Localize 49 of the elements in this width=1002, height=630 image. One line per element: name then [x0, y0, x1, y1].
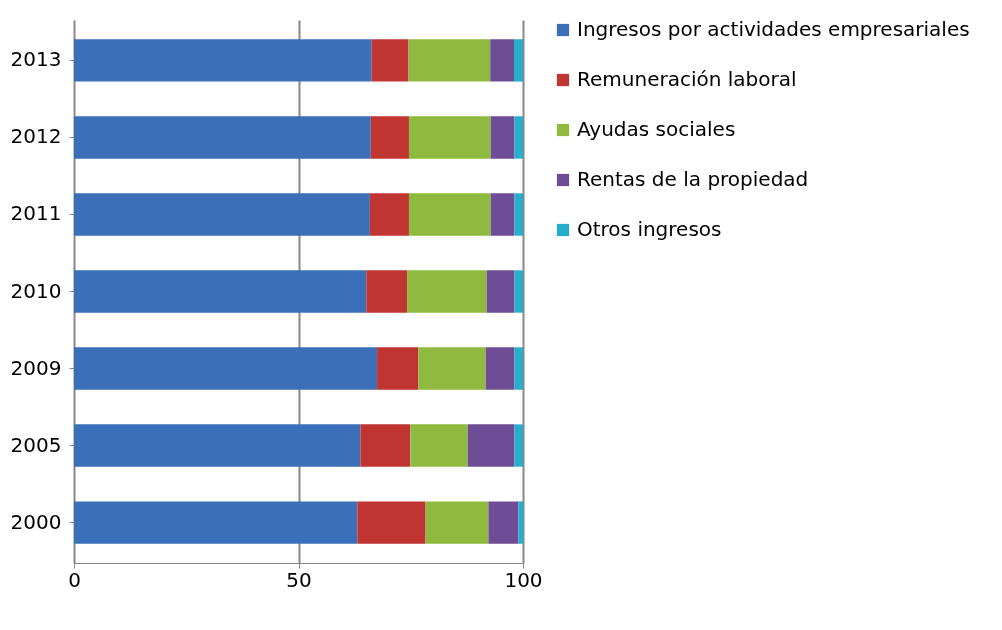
legend-label: Remuneración laboral	[577, 67, 797, 91]
bar	[425, 501, 489, 544]
bar	[74, 270, 367, 313]
bar	[485, 347, 515, 390]
bar	[490, 193, 515, 236]
y-tick-label: 2010	[10, 278, 62, 303]
bar	[74, 193, 370, 236]
y-tick-label: 2011	[10, 201, 62, 226]
x-tick-label: 50	[286, 567, 312, 592]
bar	[514, 39, 523, 82]
bar	[514, 193, 523, 236]
bar	[407, 270, 487, 313]
bar	[74, 347, 378, 390]
bar	[74, 501, 358, 544]
x-tick-label: 0	[68, 567, 81, 592]
bar	[488, 501, 519, 544]
bar	[74, 424, 361, 467]
bar	[514, 347, 523, 390]
bar	[371, 39, 409, 82]
bar	[514, 116, 523, 159]
bar	[366, 270, 408, 313]
y-tick-label: 2009	[10, 355, 62, 380]
bar	[418, 347, 486, 390]
bar	[490, 39, 515, 82]
bar	[360, 424, 411, 467]
y-tick-label: 2005	[10, 432, 62, 457]
y-tick-label: 2012	[10, 124, 62, 149]
legend-label: Rentas de la propiedad	[577, 167, 809, 191]
bar	[408, 193, 491, 236]
bar	[408, 116, 491, 159]
bar	[486, 270, 515, 313]
bar	[514, 270, 523, 313]
bar	[490, 116, 515, 159]
bar	[74, 39, 372, 82]
bar	[467, 424, 515, 467]
legend-label: Ayudas sociales	[577, 117, 736, 141]
y-tick-label: 2013	[10, 47, 62, 72]
bar	[357, 501, 426, 544]
y-tick-label: 2000	[10, 509, 62, 534]
bar	[408, 39, 491, 82]
bar	[410, 424, 468, 467]
bar	[370, 116, 409, 159]
legend-label: Ingresos por actividades empresariales	[577, 17, 970, 41]
bar	[369, 193, 409, 236]
legend-label: Otros ingresos	[577, 217, 722, 241]
bar	[74, 116, 371, 159]
x-tick-label: 100	[504, 567, 543, 592]
bar	[377, 347, 419, 390]
bar	[514, 424, 523, 467]
